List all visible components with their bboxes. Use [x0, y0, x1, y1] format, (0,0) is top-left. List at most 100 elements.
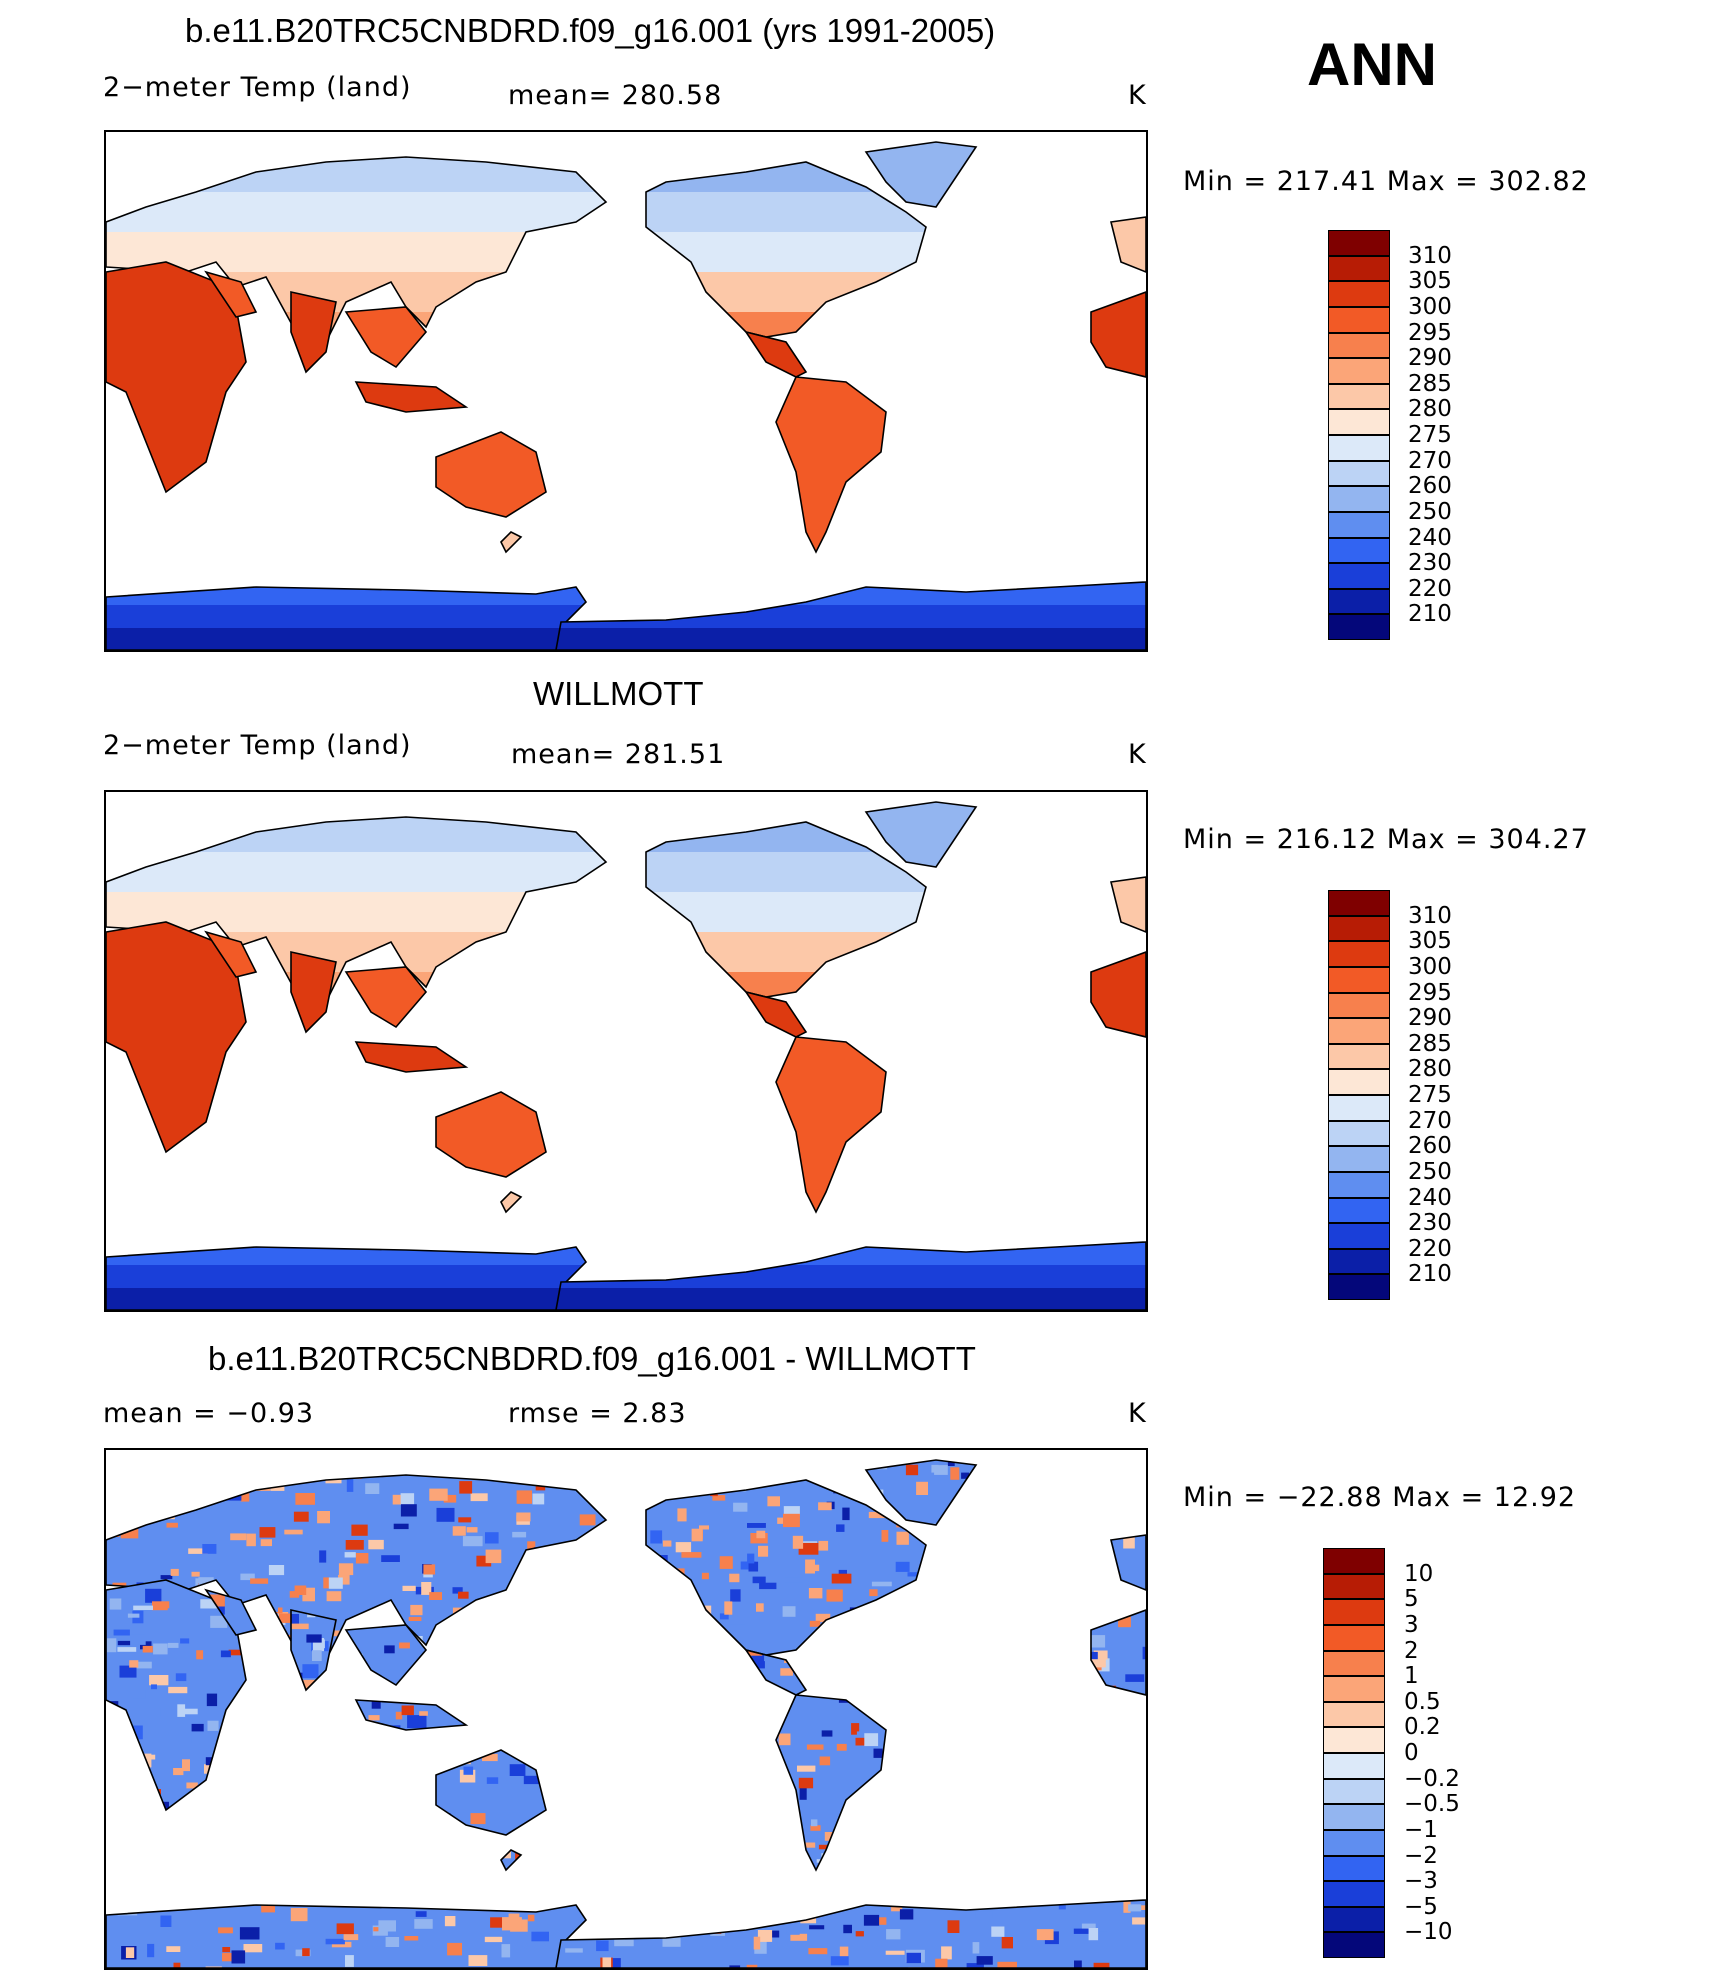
- panel-1-variable-label: 2−meter Temp (land): [103, 72, 412, 103]
- colorbar-swatch: [1328, 1223, 1390, 1249]
- colorbar-tick-label: 230: [1408, 1210, 1452, 1237]
- coastline-seasia: [344, 966, 428, 1029]
- coastline-camerica: [744, 990, 808, 1038]
- panel-3-units: K: [1128, 1398, 1147, 1429]
- colorbar-swatch: [1328, 588, 1390, 615]
- colorbar-swatch: [1323, 1676, 1385, 1702]
- landmass-eurasia: [106, 157, 606, 352]
- panel-1-map-graphic: [106, 141, 1146, 650]
- colorbar-swatch: [1328, 230, 1390, 256]
- colorbar-swatch: [1328, 1248, 1390, 1275]
- panel-2-map-graphic: [106, 801, 1146, 1310]
- panel-2-mean-label: mean= 281.51: [511, 739, 726, 770]
- landmass-seasia: [346, 967, 426, 1027]
- colorbar-swatch: [1323, 1701, 1385, 1728]
- panel-3-map: [104, 1448, 1148, 1970]
- landmass-greenland: [866, 142, 976, 207]
- colorbar-swatch: [1328, 1171, 1390, 1198]
- landmass-indonesia: [356, 382, 466, 412]
- coastline-indonesia: [354, 381, 469, 413]
- landmass-india: [291, 952, 336, 1032]
- colorbar-swatch: [1328, 255, 1390, 282]
- colorbar-tick-label: 305: [1408, 268, 1452, 295]
- landmass-europe_e: [1111, 877, 1146, 932]
- landmass-camerica: [746, 332, 806, 377]
- panel-2-map: [104, 790, 1148, 1312]
- coastline-namerica: [645, 161, 927, 338]
- landmass-greenland: [866, 802, 976, 867]
- colorbar-swatch: [1328, 563, 1390, 589]
- colorbar-swatch: [1323, 1778, 1385, 1805]
- colorbar-swatch: [1328, 614, 1390, 640]
- panel-1-title: b.e11.B20TRC5CNBDRD.f09_g16.001 (yrs 199…: [185, 12, 996, 49]
- colorbar-tick-label: −0.2: [1404, 1765, 1460, 1792]
- colorbar-swatch: [1328, 358, 1390, 384]
- colorbar-swatch: [1328, 409, 1390, 435]
- landmass-seasia: [346, 307, 426, 367]
- colorbar-tick-label: 295: [1408, 319, 1452, 346]
- coastline-india: [290, 1609, 337, 1692]
- colorbar-swatch: [1328, 383, 1390, 410]
- landmass-camerica: [746, 992, 806, 1037]
- colorbar-swatch: [1328, 966, 1390, 993]
- landmass-samerica: [776, 1037, 886, 1212]
- colorbar-tick-label: 290: [1408, 1005, 1452, 1032]
- colorbar-tick-label: 285: [1408, 370, 1452, 397]
- colorbar-swatch: [1323, 1855, 1385, 1882]
- colorbar-tick-label: −0.5: [1404, 1791, 1460, 1818]
- colorbar-swatch: [1323, 1727, 1385, 1753]
- coastline-australia: [435, 1091, 547, 1178]
- colorbar-swatch: [1323, 1932, 1385, 1958]
- landmass-europe_e: [1111, 217, 1146, 272]
- colorbar-swatch: [1328, 435, 1390, 461]
- colorbar-tick-label: 250: [1408, 498, 1452, 525]
- coastline-africa: [106, 261, 247, 494]
- coastline-antarctic_e: [555, 1899, 1146, 1968]
- colorbar-tick-label: 275: [1408, 1082, 1452, 1108]
- colorbar-tick-label: −1: [1404, 1816, 1438, 1843]
- colorbar-swatch: [1328, 511, 1390, 538]
- colorbar-tick-label: −5: [1404, 1893, 1438, 1920]
- coastline-arabia: [204, 1588, 258, 1636]
- colorbar-swatch: [1323, 1624, 1385, 1651]
- landmass-europe_e: [1111, 1535, 1146, 1590]
- panel-3-minmax: Min = −22.88 Max = 12.92: [1183, 1482, 1577, 1513]
- landmass-india: [291, 292, 336, 372]
- colorbar-swatch: [1328, 992, 1390, 1019]
- coastline-india: [290, 951, 337, 1034]
- colorbar-swatch: [1323, 1573, 1385, 1600]
- landmass-samerica: [776, 377, 886, 552]
- colorbar-tick-label: 270: [1408, 1107, 1452, 1134]
- colorbar-tick-label: 240: [1408, 1184, 1452, 1211]
- colorbar-tick-label: 310: [1408, 242, 1452, 269]
- colorbar-tick-label: 230: [1408, 550, 1452, 577]
- coastline-samerica: [775, 1036, 887, 1214]
- colorbar-swatch: [1328, 1069, 1390, 1095]
- coastline-greenland: [864, 801, 978, 868]
- coastline-samerica: [775, 1694, 887, 1872]
- colorbar-swatch: [1328, 460, 1390, 487]
- colorbar-swatch: [1323, 1650, 1385, 1677]
- coastline-namerica: [645, 821, 927, 998]
- colorbar-swatch: [1323, 1881, 1385, 1907]
- coastline-arabia: [204, 270, 258, 318]
- colorbar-swatch: [1328, 332, 1390, 359]
- colorbar-tick-label: 210: [1408, 1261, 1452, 1288]
- colorbar-tick-label: 295: [1408, 979, 1452, 1006]
- colorbar-swatch: [1328, 915, 1390, 942]
- landmass-eurasia: [106, 817, 606, 1012]
- colorbar-swatch: [1328, 486, 1390, 512]
- season-label: ANN: [1307, 31, 1437, 98]
- panel-2-variable-label: 2−meter Temp (land): [103, 730, 412, 761]
- panel-1-mean-label: mean= 280.58: [508, 80, 723, 111]
- colorbar-tick-label: −2: [1404, 1842, 1438, 1869]
- colorbar-tick-label: 280: [1408, 396, 1452, 423]
- colorbar-swatch: [1323, 1753, 1385, 1779]
- coastline-nz: [500, 1191, 523, 1214]
- panel-2-title: WILLMOTT: [533, 675, 704, 712]
- coastline-westafrica: [1090, 291, 1146, 378]
- colorbar-swatch: [1323, 1829, 1385, 1856]
- colorbar-swatch: [1328, 306, 1390, 333]
- landmass-australia: [436, 1092, 546, 1177]
- colorbar-swatch: [1328, 1018, 1390, 1044]
